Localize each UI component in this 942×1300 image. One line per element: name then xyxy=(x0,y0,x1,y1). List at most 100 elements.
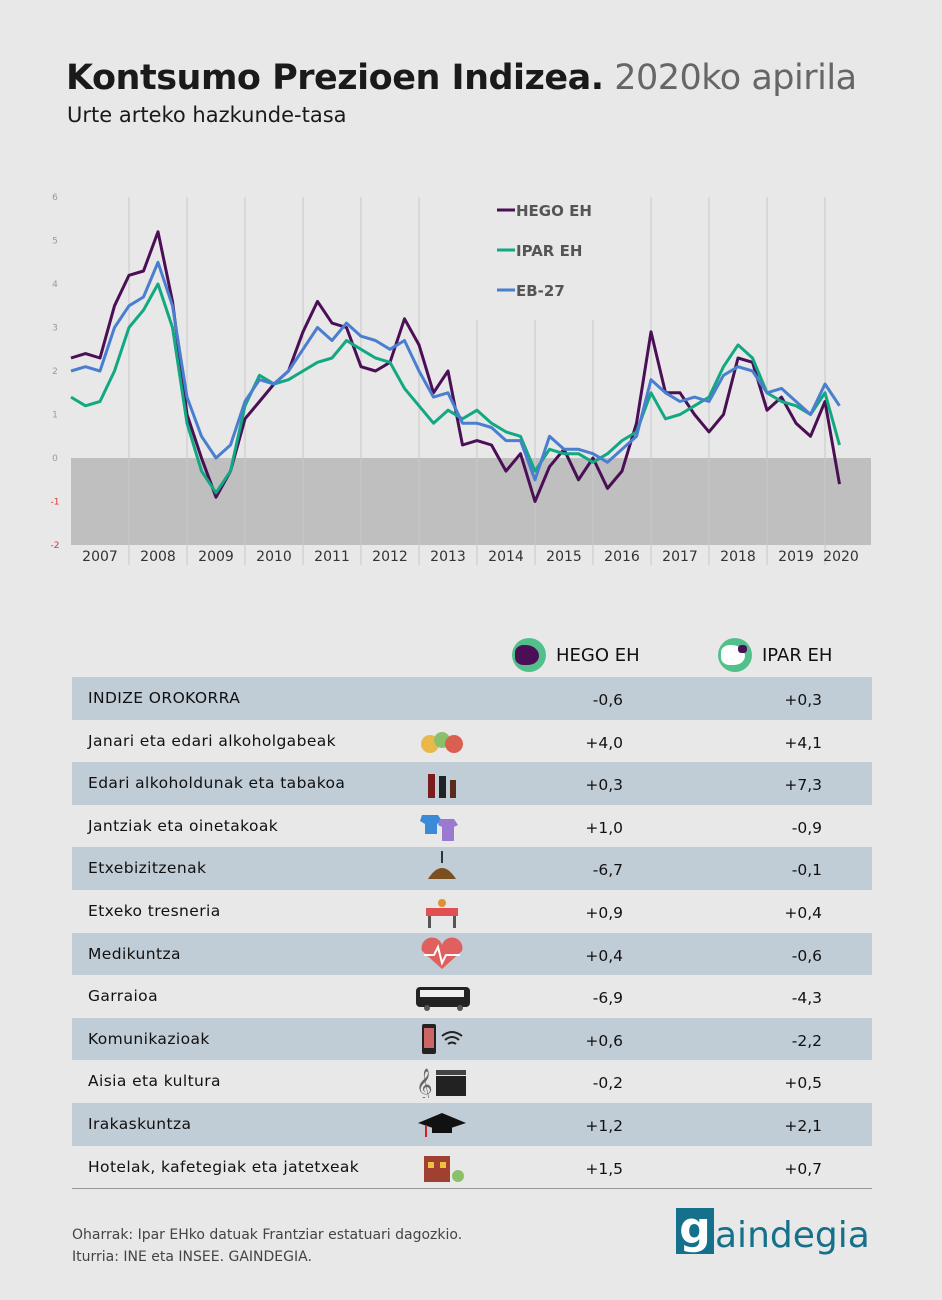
row-label: Etxeko tresneria xyxy=(88,902,221,920)
y-tick-label: 6 xyxy=(52,193,58,203)
table-row: Komunikazioak +0,6 -2,2 xyxy=(72,1017,872,1061)
hego-value: +0,4 xyxy=(585,946,623,965)
column-header-hego: HEGO EH xyxy=(512,634,640,676)
title-date: 2020ko apirila xyxy=(614,58,857,98)
x-tick-label: 2015 xyxy=(546,549,582,565)
table-row: Garraioa -6,9 -4,3 xyxy=(72,975,872,1018)
x-tick-label: 2018 xyxy=(720,549,756,565)
hego-value: -0,6 xyxy=(592,691,623,709)
x-tick-label: 2010 xyxy=(256,549,292,565)
x-tick-label: 2013 xyxy=(430,549,466,565)
hego-value: +0,9 xyxy=(585,904,623,922)
y-tick-label: 2 xyxy=(52,367,58,377)
row-label: Aisia eta kultura xyxy=(88,1072,221,1091)
x-tick-label: 2011 xyxy=(314,549,350,565)
row-label: Medikuntza xyxy=(88,944,181,963)
y-tick-label: 3 xyxy=(52,324,58,334)
x-tick-label: 2012 xyxy=(372,549,408,565)
column-header-ipar: IPAR EH xyxy=(718,634,832,676)
y-tick-label: 5 xyxy=(52,237,58,247)
logo-text: aindegia xyxy=(715,1215,870,1256)
column-label: HEGO EH xyxy=(556,644,640,666)
ipar-value: +0,7 xyxy=(784,1159,822,1178)
line-chart: 2007 2008 2009 2010 2011 2012 2013 2014 2015 2016… xyxy=(51,193,871,565)
table-row: Etxebizitzenak -6,7 -0,1 xyxy=(72,847,872,890)
food-icon xyxy=(421,731,463,753)
hego-value: +1,5 xyxy=(585,1159,623,1178)
x-tick-label: 2007 xyxy=(82,549,118,565)
ipar-value: +0,5 xyxy=(784,1074,822,1093)
row-label: Edari alkoholdunak eta tabakoa xyxy=(88,774,346,793)
ipar-value: -0,6 xyxy=(791,946,822,965)
page-title: Kontsumo Prezioen Indizea. 2020ko apiril… xyxy=(66,58,857,98)
music-clapper-icon: 𝄞 xyxy=(416,1068,466,1098)
hego-value: +4,0 xyxy=(585,733,623,752)
hego-value: -6,9 xyxy=(592,989,623,1008)
row-label: Komunikazioak xyxy=(88,1029,210,1048)
graduation-cap-icon xyxy=(418,1113,466,1137)
svg-text:𝄞: 𝄞 xyxy=(416,1068,433,1098)
ipar-value: -4,3 xyxy=(791,989,822,1008)
ipar-value: -0,1 xyxy=(791,861,822,880)
legend-label: EB-27 xyxy=(516,282,565,300)
legend-label: IPAR EH xyxy=(516,242,582,260)
hego-value: +0,3 xyxy=(585,776,623,795)
clothes-icon xyxy=(420,814,458,841)
row-label: Hotelak, kafetegiak eta jatetxeak xyxy=(88,1157,360,1176)
title-text: Kontsumo Prezioen Indizea. xyxy=(66,58,604,98)
ipar-value: -2,2 xyxy=(791,1031,822,1050)
hego-map-icon xyxy=(512,638,546,672)
hego-value: +1,2 xyxy=(585,1117,623,1135)
x-tick-label: 2016 xyxy=(604,549,640,565)
ipar-value: +4,1 xyxy=(784,733,822,752)
x-tick-label: 2019 xyxy=(778,549,814,565)
phone-wifi-icon xyxy=(422,1023,463,1054)
source-text: Iturria: INE eta INSEE. GAINDEGIA. xyxy=(72,1249,312,1265)
heart-icon xyxy=(421,937,463,969)
table-row: Aisia eta kultura 𝄞 -0,2 +0,5 xyxy=(72,1060,872,1103)
table-icon xyxy=(426,899,458,928)
row-label: Janari eta edari alkoholgabeak xyxy=(88,731,337,750)
bus-icon xyxy=(416,987,470,1012)
footnotes: Oharrak: Ipar EHko datuak Frantziar esta… xyxy=(72,1224,462,1268)
x-tick-label: 2009 xyxy=(198,549,234,565)
restaurant-icon xyxy=(424,1155,464,1182)
y-tick-label: -2 xyxy=(51,541,60,551)
x-tick-label: 2020 xyxy=(823,549,859,565)
logo-mark: g xyxy=(676,1207,714,1254)
gaindegia-logo: g aindegia xyxy=(676,1207,870,1256)
column-label: IPAR EH xyxy=(762,644,833,666)
table-row: Medikuntza +0,4 -0,6 xyxy=(72,932,872,976)
ipar-value: +0,3 xyxy=(784,691,822,709)
y-tick-label: 1 xyxy=(52,411,58,421)
row-label: Irakaskuntza xyxy=(88,1115,192,1133)
y-tick-label: -1 xyxy=(51,498,60,508)
ipar-value: +0,4 xyxy=(784,904,822,922)
y-tick-label: 4 xyxy=(52,280,58,290)
ipar-value: +7,3 xyxy=(784,776,822,795)
ipar-value: +2,1 xyxy=(784,1117,822,1135)
table-row: Janari eta edari alkoholgabeak +4,0 +4,1 xyxy=(72,720,872,763)
table-bottom-rule xyxy=(72,1188,872,1189)
x-tick-label: 2014 xyxy=(488,549,524,565)
x-tick-label: 2017 xyxy=(662,549,698,565)
bottles-icon xyxy=(428,774,456,799)
hego-value: -0,2 xyxy=(592,1074,623,1093)
hego-value: +0,6 xyxy=(585,1031,623,1050)
series-line-ipar-eh xyxy=(70,282,841,495)
row-label: INDIZE OROKORRA xyxy=(88,689,241,707)
table-row: Hotelak, kafetegiak eta jatetxeak +1,5 +0,… xyxy=(72,1146,872,1189)
note-text: Oharrak: Ipar EHko datuak Frantziar esta… xyxy=(72,1227,463,1243)
row-label: Etxebizitzenak xyxy=(88,859,207,878)
lamp-icon xyxy=(428,851,456,880)
hego-value: +1,0 xyxy=(585,818,623,837)
row-label: Jantziak eta oinetakoak xyxy=(88,816,279,835)
row-label: Garraioa xyxy=(88,987,158,1006)
table-row: INDIZE OROKORRA -0,6 +0,3 xyxy=(72,677,872,720)
ipar-value: -0,9 xyxy=(791,818,822,837)
legend-label: HEGO EH xyxy=(516,202,592,220)
x-tick-label: 2008 xyxy=(140,549,176,565)
table-row: Edari alkoholdunak eta tabakoa +0,3 +7,3 xyxy=(72,762,872,805)
hego-value: -6,7 xyxy=(592,861,623,880)
